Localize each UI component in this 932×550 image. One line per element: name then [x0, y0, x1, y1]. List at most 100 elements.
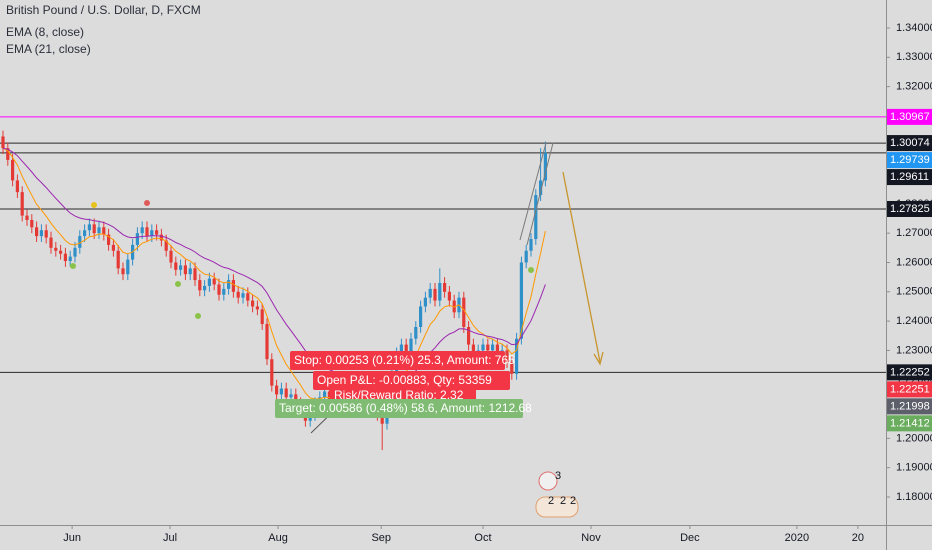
y-tick-label: 1.24000: [896, 315, 932, 327]
price-label-box: [887, 152, 932, 169]
signal-dot: [195, 313, 201, 319]
event-count: 3: [555, 470, 561, 482]
candle-body: [178, 265, 183, 270]
candle-body: [159, 234, 163, 241]
candle-body: [543, 152, 547, 181]
rr-label: Risk/Reward Ratio: 2.32: [334, 388, 464, 402]
candle-body: [34, 227, 39, 237]
x-tick-label: Nov: [581, 532, 601, 544]
y-tick-label: 1.19000: [896, 462, 932, 474]
candle-body: [97, 227, 101, 234]
channel-line: [519, 142, 547, 241]
signal-dot: [144, 200, 150, 206]
candle-body: [510, 362, 514, 374]
y-tick-label: 1.25000: [896, 286, 932, 298]
y-tick-label: 1.26000: [896, 256, 932, 268]
signal-dot: [70, 263, 76, 269]
signal-dot: [175, 281, 181, 287]
candle-body: [174, 262, 178, 270]
x-tick-label: Dec: [680, 532, 700, 544]
candle-body: [452, 300, 456, 313]
event-count: 2: [570, 495, 576, 507]
candle-body: [462, 297, 466, 327]
candle-body: [102, 227, 106, 235]
candle-body: [255, 306, 259, 310]
indicator-label: EMA (21, close): [6, 42, 91, 56]
candle-body: [231, 280, 235, 292]
symbol-title: British Pound / U.S. Dollar, D, FXCM: [6, 3, 201, 17]
event-badge: [535, 496, 579, 518]
indicator-label: EMA (8, close): [6, 25, 84, 39]
candle-body: [236, 291, 240, 298]
candle-body: [154, 230, 159, 235]
candle-body: [442, 283, 447, 292]
candle-body: [73, 247, 77, 257]
candle-body: [486, 344, 490, 351]
candle-body: [322, 391, 327, 398]
candle-body: [241, 293, 245, 298]
candle-body: [380, 414, 384, 424]
candle-body: [106, 234, 111, 245]
x-tick-label: Sep: [371, 532, 391, 544]
candle-body: [1, 136, 5, 149]
candle-body: [82, 230, 87, 237]
stop-box: [290, 351, 505, 370]
candle-body: [15, 180, 19, 193]
candle-body: [514, 338, 519, 374]
candle-body: [423, 297, 427, 307]
candle-body: [58, 250, 63, 254]
candle-body: [6, 148, 10, 160]
candle-body: [87, 224, 91, 231]
x-tick-label: 20: [852, 532, 864, 544]
candle-body: [68, 256, 72, 262]
candle-body: [534, 195, 538, 240]
candle-body: [260, 309, 264, 325]
candle-body: [481, 344, 485, 351]
signal-dot: [91, 202, 97, 208]
candle-body: [490, 344, 495, 351]
candle-body: [116, 250, 120, 269]
candle-body: [404, 344, 408, 354]
candle-body: [327, 391, 331, 401]
price-label: 1.29739: [890, 154, 930, 166]
price-label: 1.30074: [890, 137, 930, 149]
price-label: 1.29611: [890, 171, 929, 183]
y-tick-label: 1.33000: [896, 51, 932, 63]
candle-body: [10, 159, 15, 181]
price-label-box: [887, 415, 932, 432]
x-tick-label: Jul: [163, 532, 177, 544]
channel-line: [526, 142, 554, 246]
candle-body: [169, 250, 173, 263]
candle-body: [188, 268, 192, 275]
event-count: 2: [560, 495, 566, 507]
candle-body: [44, 230, 48, 238]
candle-body: [150, 230, 154, 237]
candle-body: [399, 344, 403, 354]
price-label: 1.21998: [890, 400, 930, 412]
stop-label: Stop: 0.00253 (0.21%) 25.3, Amount: 765: [294, 353, 515, 367]
forecast-arrow: [562, 171, 601, 363]
candle-body: [294, 394, 298, 404]
target-box: [275, 399, 523, 418]
ema-line: [2, 147, 546, 407]
candle-body: [193, 268, 197, 281]
candle-body: [49, 237, 53, 248]
price-label: 1.22252: [890, 366, 930, 378]
candle-body: [409, 338, 413, 354]
candle-body: [226, 280, 231, 289]
candle-body: [505, 350, 509, 363]
candle-body: [428, 288, 432, 298]
price-label-box: [887, 169, 932, 186]
price-label: 1.27825: [890, 203, 930, 215]
candle-body: [289, 394, 293, 398]
price-label-box: [887, 381, 932, 398]
candle-body: [121, 268, 125, 275]
candle-body: [433, 288, 437, 301]
candle-body: [279, 388, 283, 395]
y-tick-label: 1.23000: [896, 344, 932, 356]
signal-dot: [528, 267, 534, 273]
candle-body: [20, 192, 24, 216]
candle-body: [63, 253, 67, 262]
